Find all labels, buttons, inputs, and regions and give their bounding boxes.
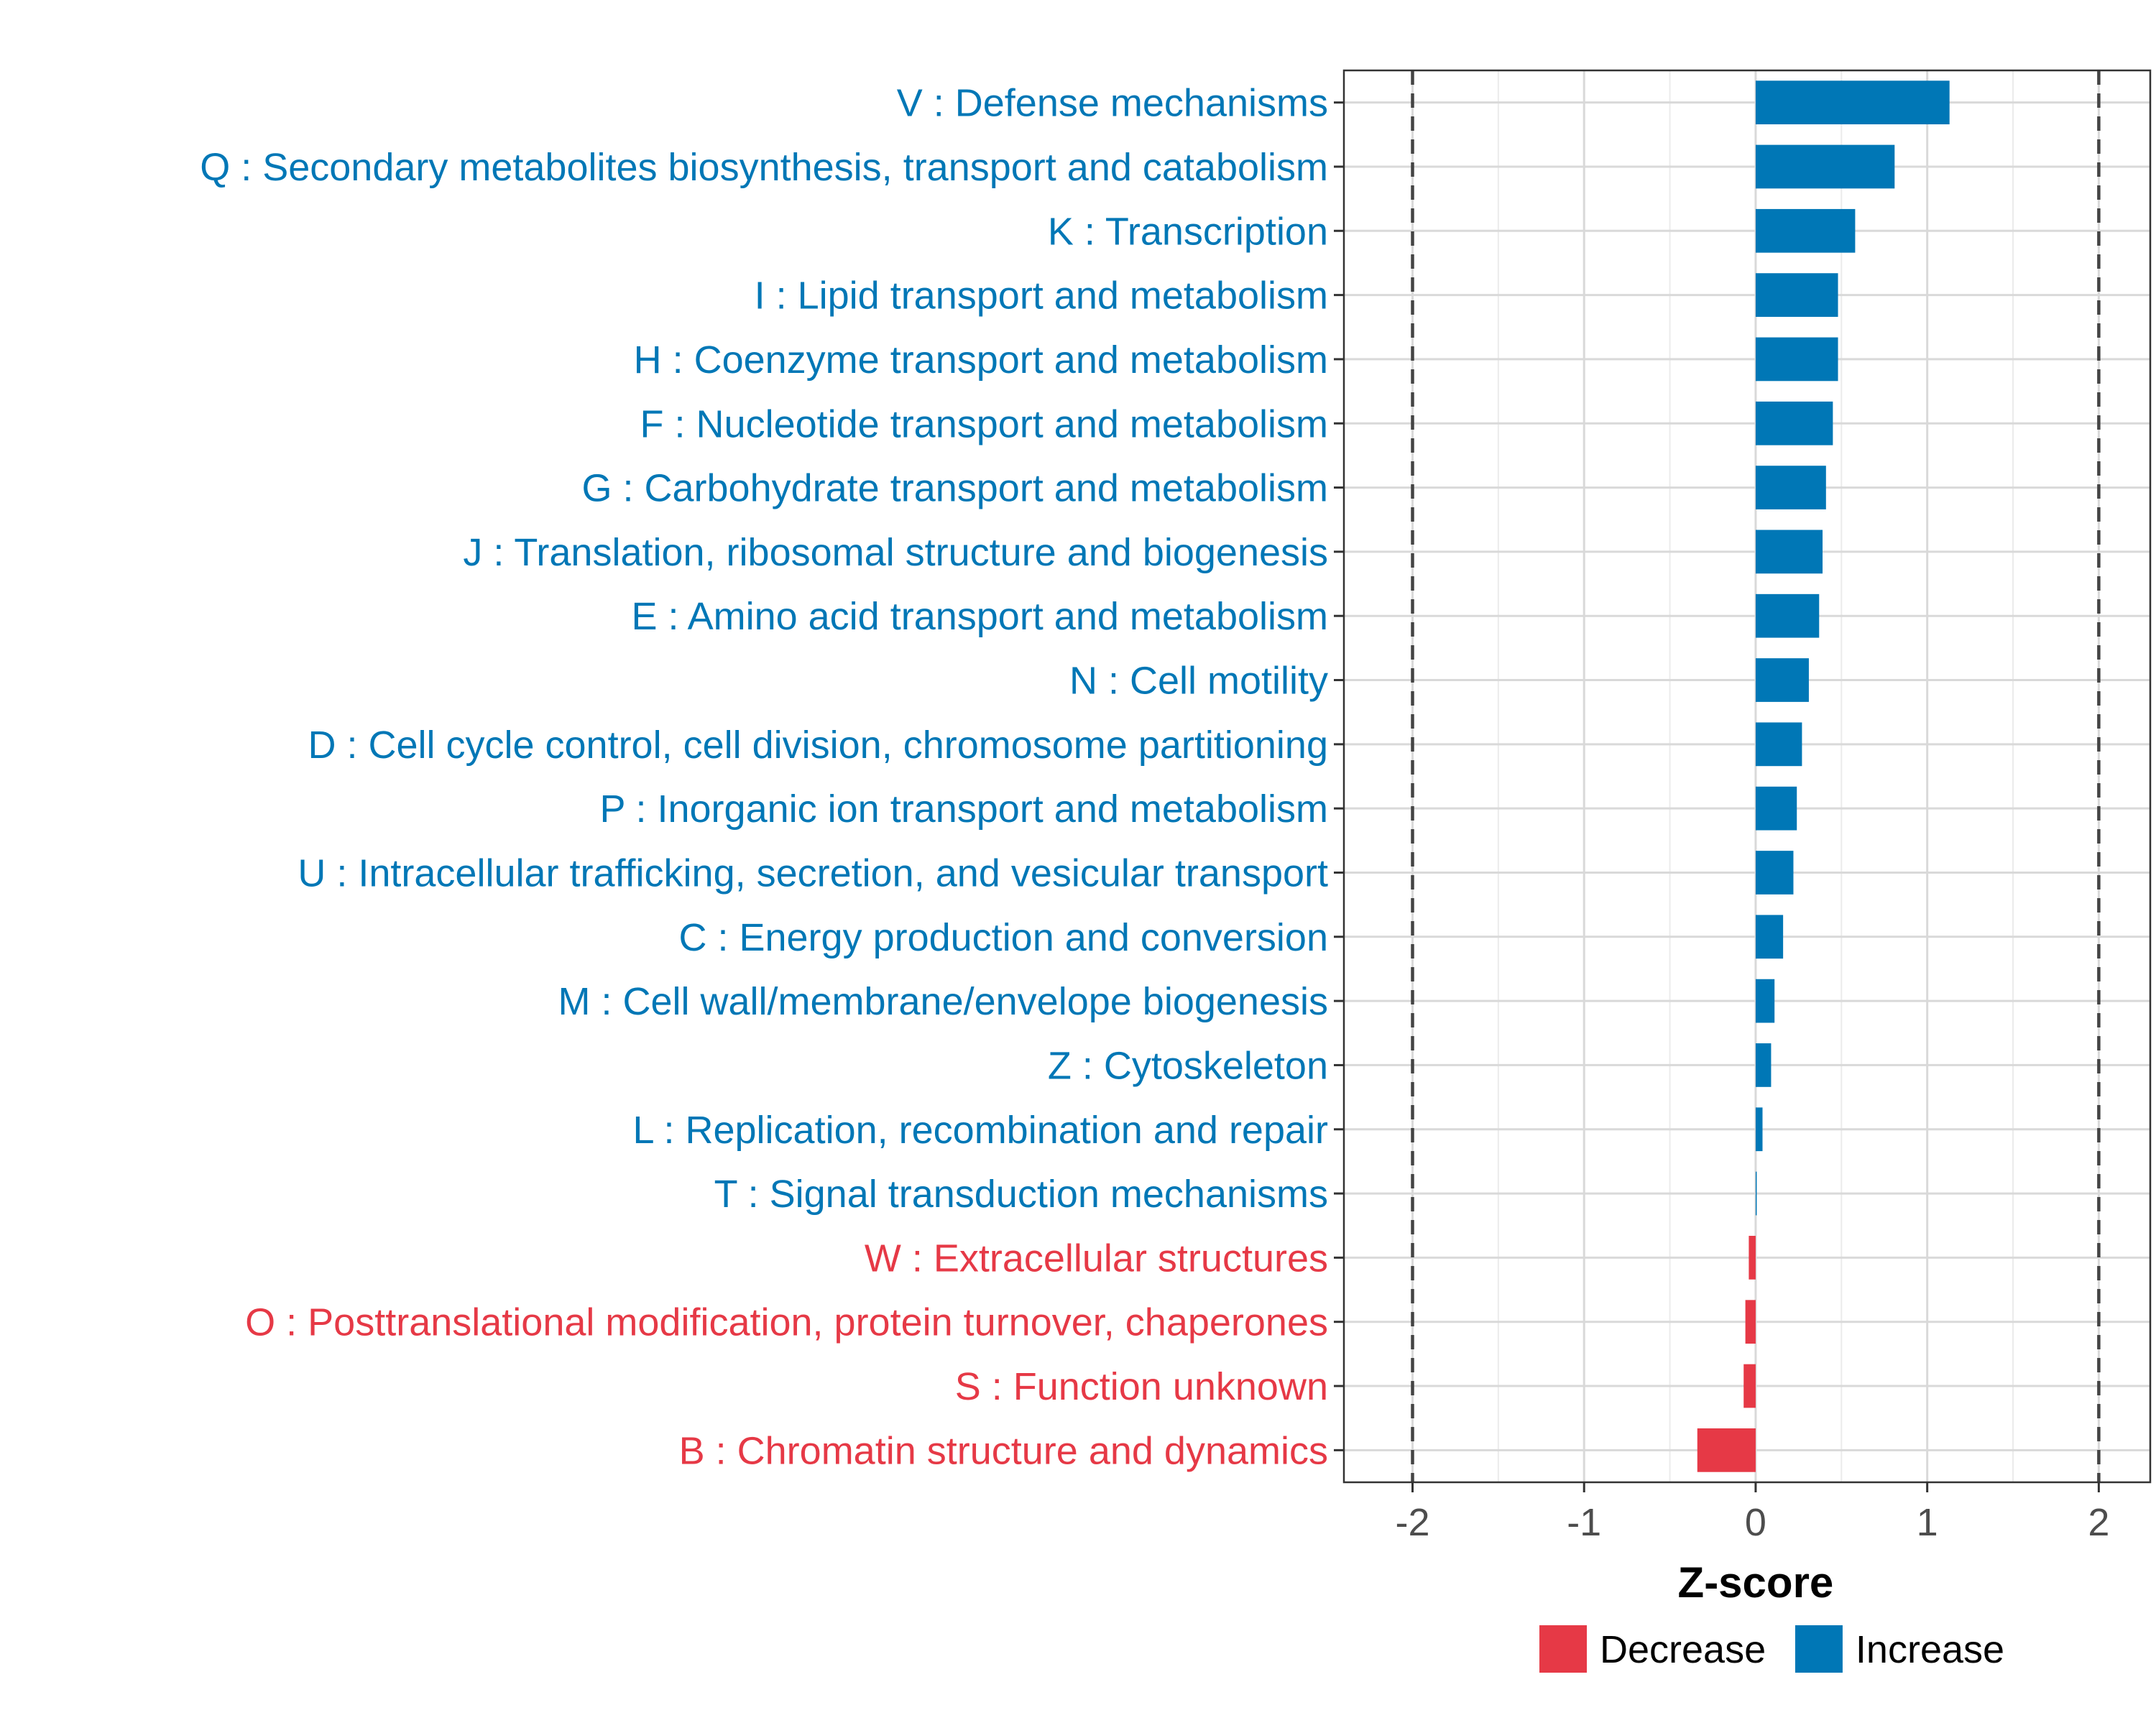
x-tick-label: -2 [1395,1501,1429,1544]
category-label: C : Energy production and conversion [678,916,1328,959]
x-tick-label: 0 [1745,1501,1766,1544]
bar [1755,530,1823,574]
category-label: N : Cell motility [1069,660,1328,703]
bars [1697,80,1950,1472]
legend-key [1539,1625,1588,1673]
bar [1755,593,1820,638]
legend-key [1795,1625,1843,1673]
category-label: O : Posttranslational modification, prot… [245,1301,1328,1344]
category-label: W : Extracellular structures [865,1237,1328,1280]
category-label: E : Amino acid transport and metabolism [632,595,1328,638]
legend-label: Decrease [1600,1628,1766,1671]
category-label: L : Replication, recombination and repai… [632,1109,1328,1152]
panel-border [1342,69,2152,1484]
category-label: J : Translation, ribosomal structure and… [463,531,1328,574]
bar [1755,466,1826,509]
x-axis-title: Z-score [1678,1558,1834,1607]
bar [1755,658,1809,702]
bar [1743,1364,1756,1408]
bar [1749,1236,1756,1280]
bar [1755,208,1856,253]
bar [1755,273,1838,317]
category-label: U : Intracellular trafficking, secretion… [298,851,1328,895]
category-label: S : Function unknown [955,1365,1328,1408]
category-labels: V : Defense mechanisms Q : Secondary meta… [200,82,1328,1473]
category-label: B : Chromatin structure and dynamics [679,1429,1328,1472]
category-label: H : Coenzyme transport and metabolism [634,338,1328,382]
x-tick-labels: -2 -1 0 1 2 [1395,1501,2109,1544]
bar [1755,915,1784,959]
bar [1755,144,1895,189]
category-label: F : Nucleotide transport and metabolism [640,402,1328,445]
x-tick-label: 2 [2088,1501,2109,1544]
category-label: V : Defense mechanisms [897,82,1328,125]
bar [1755,1043,1772,1087]
category-label: G : Carbohydrate transport and metabolis… [582,467,1329,510]
bar [1697,1428,1756,1472]
category-label: Z : Cytoskeleton [1048,1044,1328,1087]
category-label: K : Transcription [1048,210,1328,253]
bar [1755,722,1802,767]
bar [1755,851,1794,895]
x-tick-label: 1 [1917,1501,1938,1544]
category-label: I : Lipid transport and metabolism [755,274,1328,318]
bar [1745,1300,1756,1344]
legend: Decrease Increase [1539,1625,2004,1673]
x-tick-label: -1 [1567,1501,1601,1544]
category-label: T : Signal transduction mechanisms [714,1173,1328,1216]
bar [1755,786,1797,831]
category-label: P : Inorganic ion transport and metaboli… [599,787,1328,831]
grid-layer [1344,70,2150,1482]
bar [1755,1171,1757,1216]
legend-label: Increase [1856,1628,2004,1671]
bar [1755,979,1775,1023]
category-label: M : Cell wall/membrane/envelope biogenes… [558,980,1328,1023]
category-label: D : Cell cycle control, cell division, c… [308,724,1328,767]
reference-lines [1411,70,2101,1482]
bar [1755,337,1838,382]
bar [1755,1107,1763,1152]
axis-ticks [1334,101,2100,1492]
category-label: Q : Secondary metabolites biosynthesis, … [200,146,1328,189]
bar [1755,80,1950,125]
bar [1755,401,1833,445]
